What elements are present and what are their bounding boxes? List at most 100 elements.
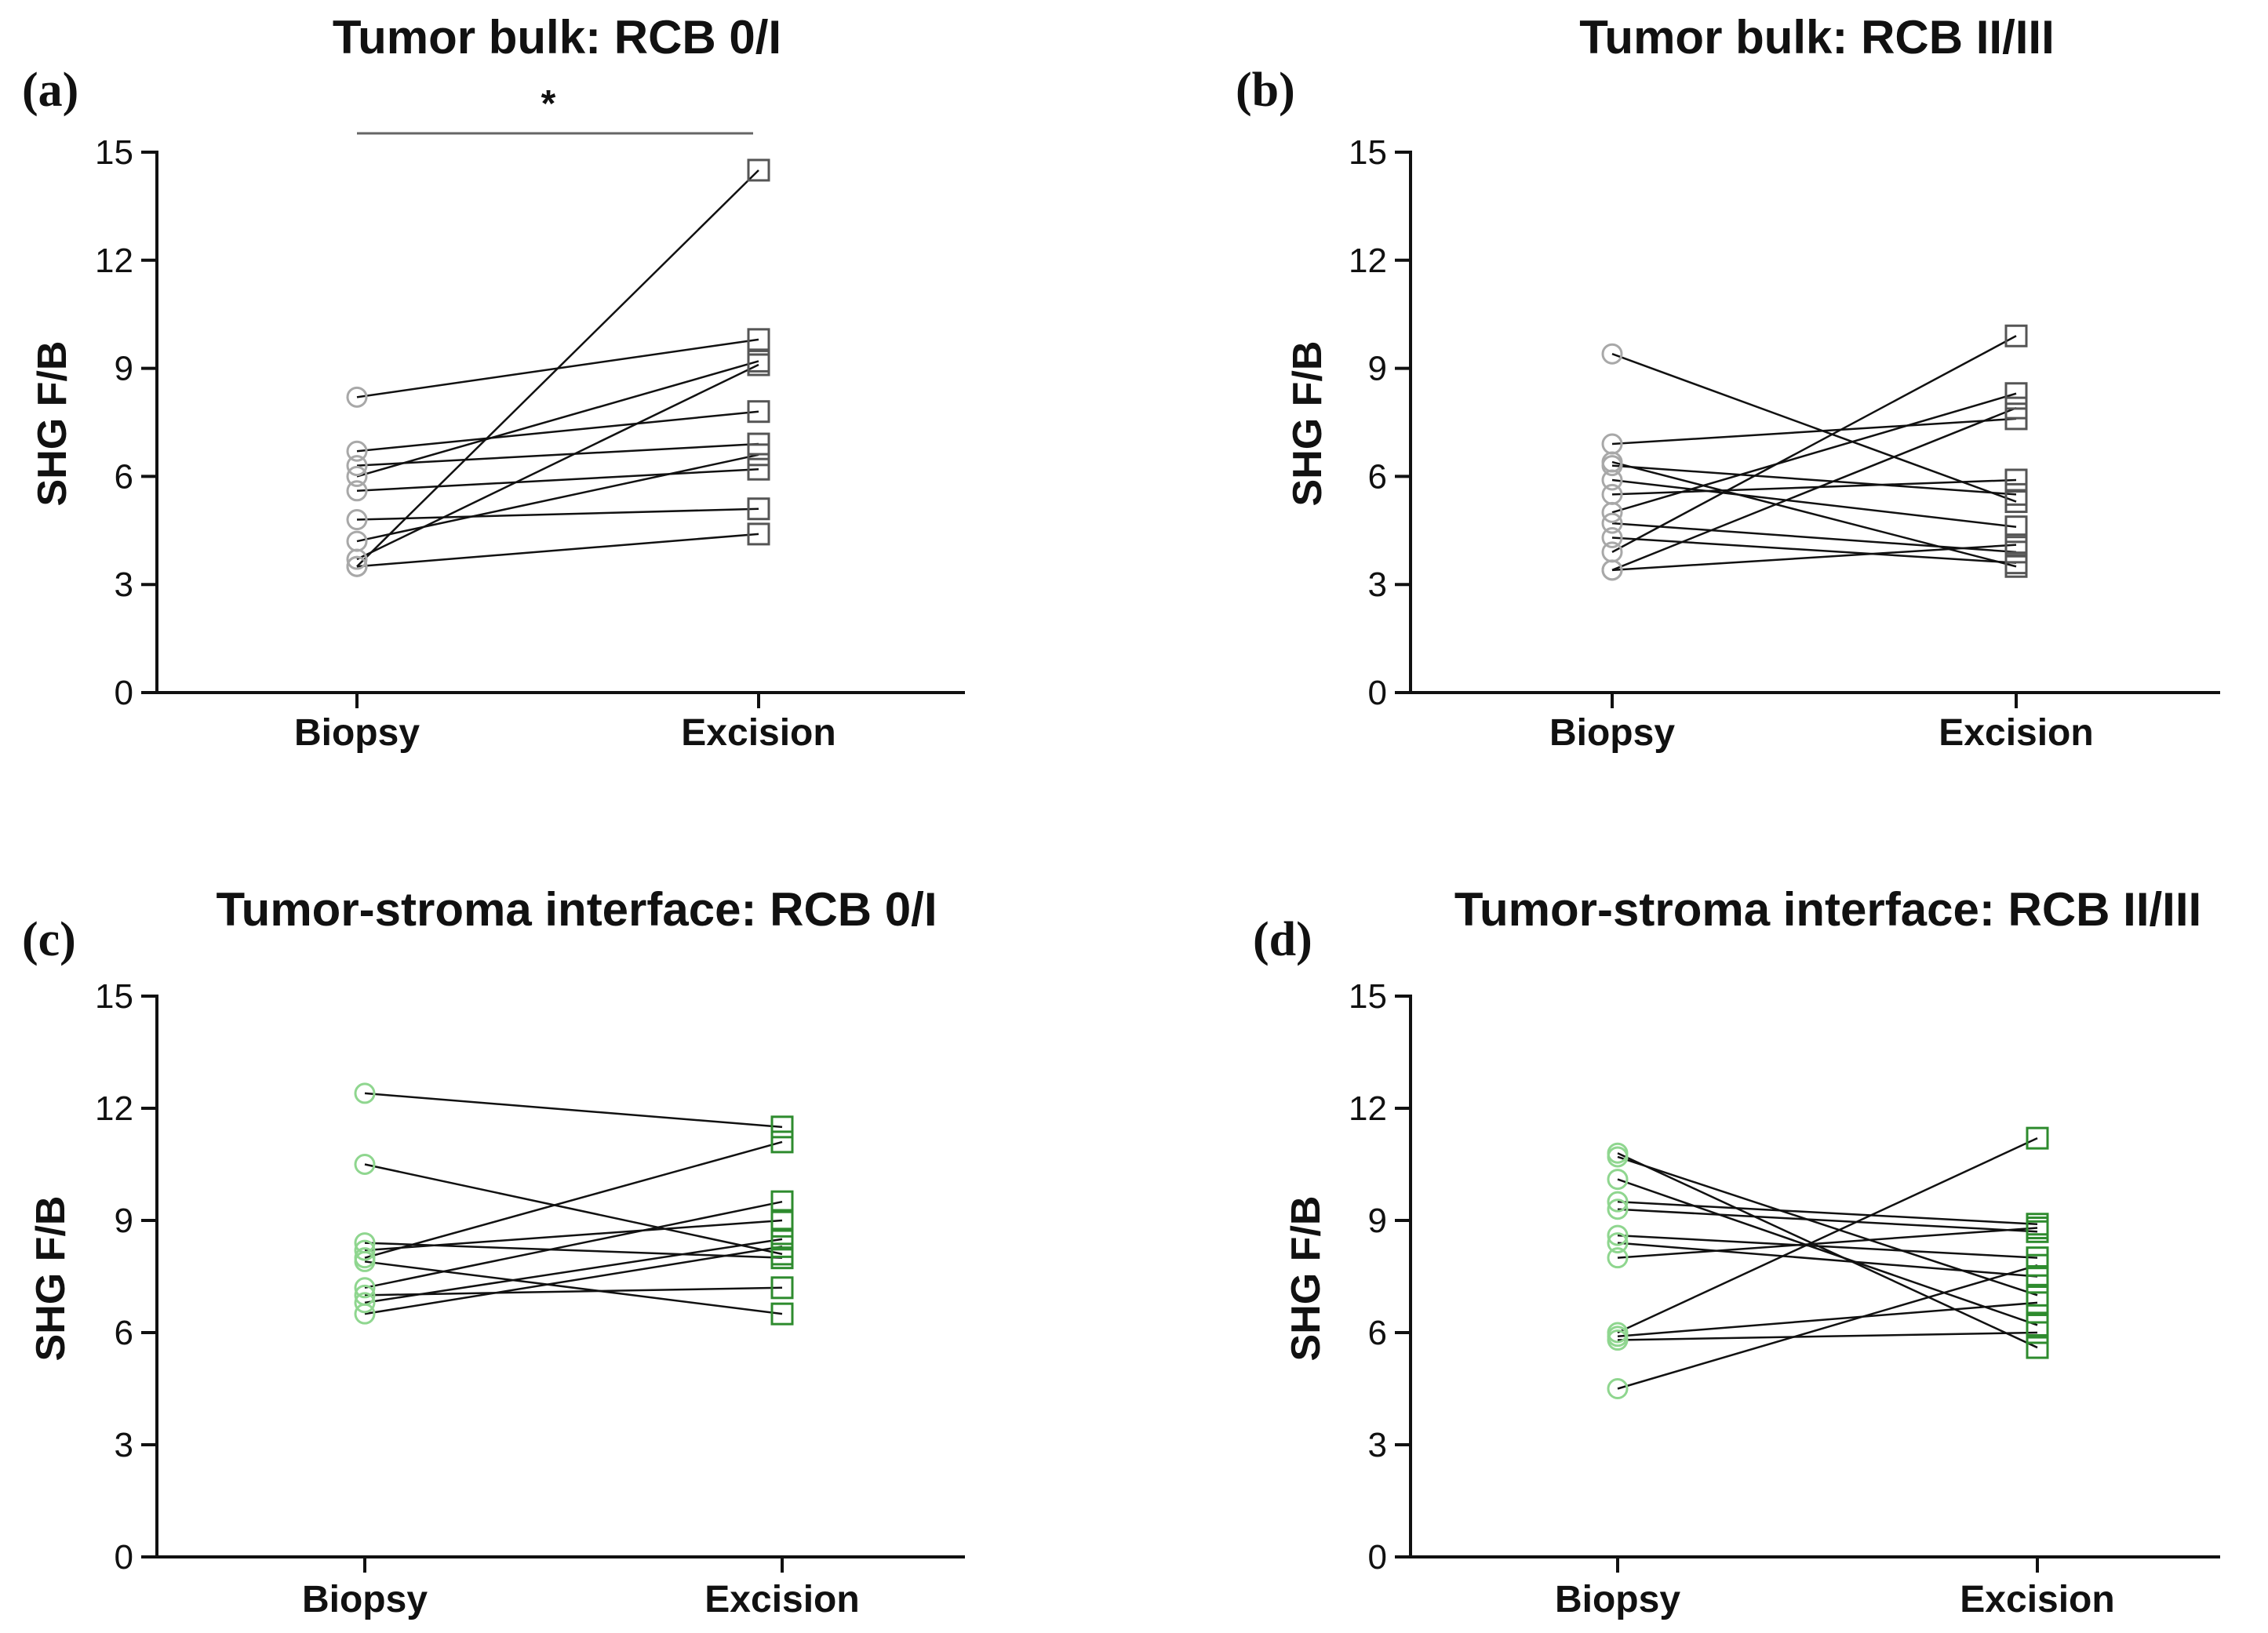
pair-line [1611,353,2017,503]
y-tick-label: 3 [115,566,133,604]
pair-line [1617,1178,2038,1326]
pair-line [356,507,759,521]
excision-point [770,1130,794,1154]
x-tick-label: Biopsy [302,1579,428,1620]
panel-label: (b) [1236,64,1295,117]
panel-d: Tumor-stroma interface: RCB II/III (d) S… [1253,883,2220,1620]
pair-line [1617,1155,2038,1297]
excision-point [747,443,770,467]
excision-point [2004,482,2028,506]
biopsy-point [346,555,368,577]
pair-line [364,1200,783,1289]
excision-point [747,353,770,376]
excision-point [2004,396,2028,420]
pair-line [1611,544,2017,572]
biopsy-point [1607,1224,1629,1246]
y-tick-label: 0 [115,674,133,712]
excision-point [747,400,770,424]
biopsy-point [354,1303,376,1325]
y-tick-label: 6 [1368,457,1387,496]
y-tick-label: 12 [1349,1089,1387,1128]
pair-line [1611,478,2017,528]
excision-point [770,1115,794,1139]
y-axis-label: SHG F/B [28,1196,74,1362]
excision-point [2004,551,2028,575]
panel-label: (d) [1253,913,1312,966]
excision-point [747,158,770,182]
pair-line [356,467,759,493]
excision-point [770,1190,794,1213]
pair-line [364,1219,783,1252]
excision-point [747,328,770,351]
y-tick-label: 9 [1368,1202,1387,1240]
excision-point [2004,533,2028,557]
excision-point [770,1302,794,1326]
pair-line [356,410,759,453]
pair-line [1617,1301,2038,1338]
biopsy-point [354,1250,376,1272]
y-tick-label: 3 [1368,1426,1387,1464]
pair-line [356,169,759,568]
excision-point [770,1276,794,1300]
y-tick-label: 9 [115,1202,133,1240]
y-tick-label: 15 [95,133,133,172]
y-tick-label: 6 [115,457,133,496]
significance-marker: * [541,83,556,125]
pair-line [356,363,759,561]
pair-line [1617,1264,2038,1390]
pair-line [364,1163,783,1256]
pair-line [1611,464,2017,496]
y-tick-label: 0 [1368,1538,1387,1577]
biopsy-point [1607,1378,1629,1399]
biopsy-point [346,455,368,477]
biopsy-point [346,548,368,570]
biopsy-point [346,509,368,531]
pair-line [364,1246,783,1315]
x-tick-label: Biopsy [294,712,420,754]
excision-point [2026,1126,2049,1150]
biopsy-point [1601,512,1623,534]
excision-point [2004,382,2028,406]
pair-line [356,533,759,568]
excision-point [2026,1253,2049,1277]
biopsy-point [1601,559,1623,581]
excision-point [747,522,770,546]
biopsy-point [354,1154,376,1175]
x-tick-label: Excision [1939,712,2093,754]
pair-line [356,442,759,467]
y-tick-label: 12 [95,242,133,280]
excision-point [2026,1321,2049,1344]
biopsy-point [1607,1329,1629,1351]
y-tick-label: 9 [1368,350,1387,388]
excision-point [747,457,770,481]
biopsy-point [354,1292,376,1314]
y-tick-label: 3 [115,1426,133,1464]
biopsy-point [346,440,368,462]
excision-point [2026,1336,2049,1359]
pair-line [1617,1200,2038,1226]
biopsy-point [1607,1191,1629,1213]
y-tick-label: 6 [1368,1314,1387,1352]
biopsy-point [1601,343,1623,365]
biopsy-point [354,1239,376,1261]
biopsy-point [1607,1247,1629,1269]
pair-line [1617,1331,2038,1341]
chart-title: Tumor bulk: RCB II/III [1579,11,2055,64]
excision-point [2004,468,2028,492]
chart-title: Tumor-stroma interface: RCB 0/I [216,883,937,936]
panel-label: (c) [22,913,76,966]
x-tick-label: Excision [1960,1579,2114,1620]
pair-line [364,1260,783,1315]
y-tick-label: 15 [1349,977,1387,1016]
biopsy-point [354,1082,376,1104]
y-axis-label: SHG F/B [1285,341,1331,507]
excision-point [2026,1217,2049,1240]
excision-point [770,1209,794,1232]
pair-line [1617,1227,2038,1259]
biopsy-point [1601,526,1623,548]
pair-line [1611,335,2017,553]
pair-line [1611,406,2017,571]
pair-line [1617,1152,2038,1349]
excision-point [747,497,770,521]
